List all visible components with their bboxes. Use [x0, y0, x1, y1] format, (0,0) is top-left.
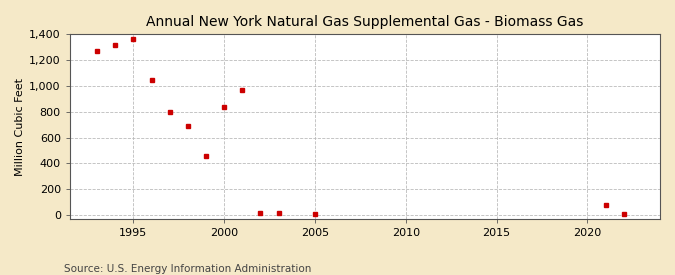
Y-axis label: Million Cubic Feet: Million Cubic Feet — [15, 78, 25, 176]
Text: Source: U.S. Energy Information Administration: Source: U.S. Energy Information Administ… — [64, 264, 311, 274]
Title: Annual New York Natural Gas Supplemental Gas - Biomass Gas: Annual New York Natural Gas Supplemental… — [146, 15, 584, 29]
